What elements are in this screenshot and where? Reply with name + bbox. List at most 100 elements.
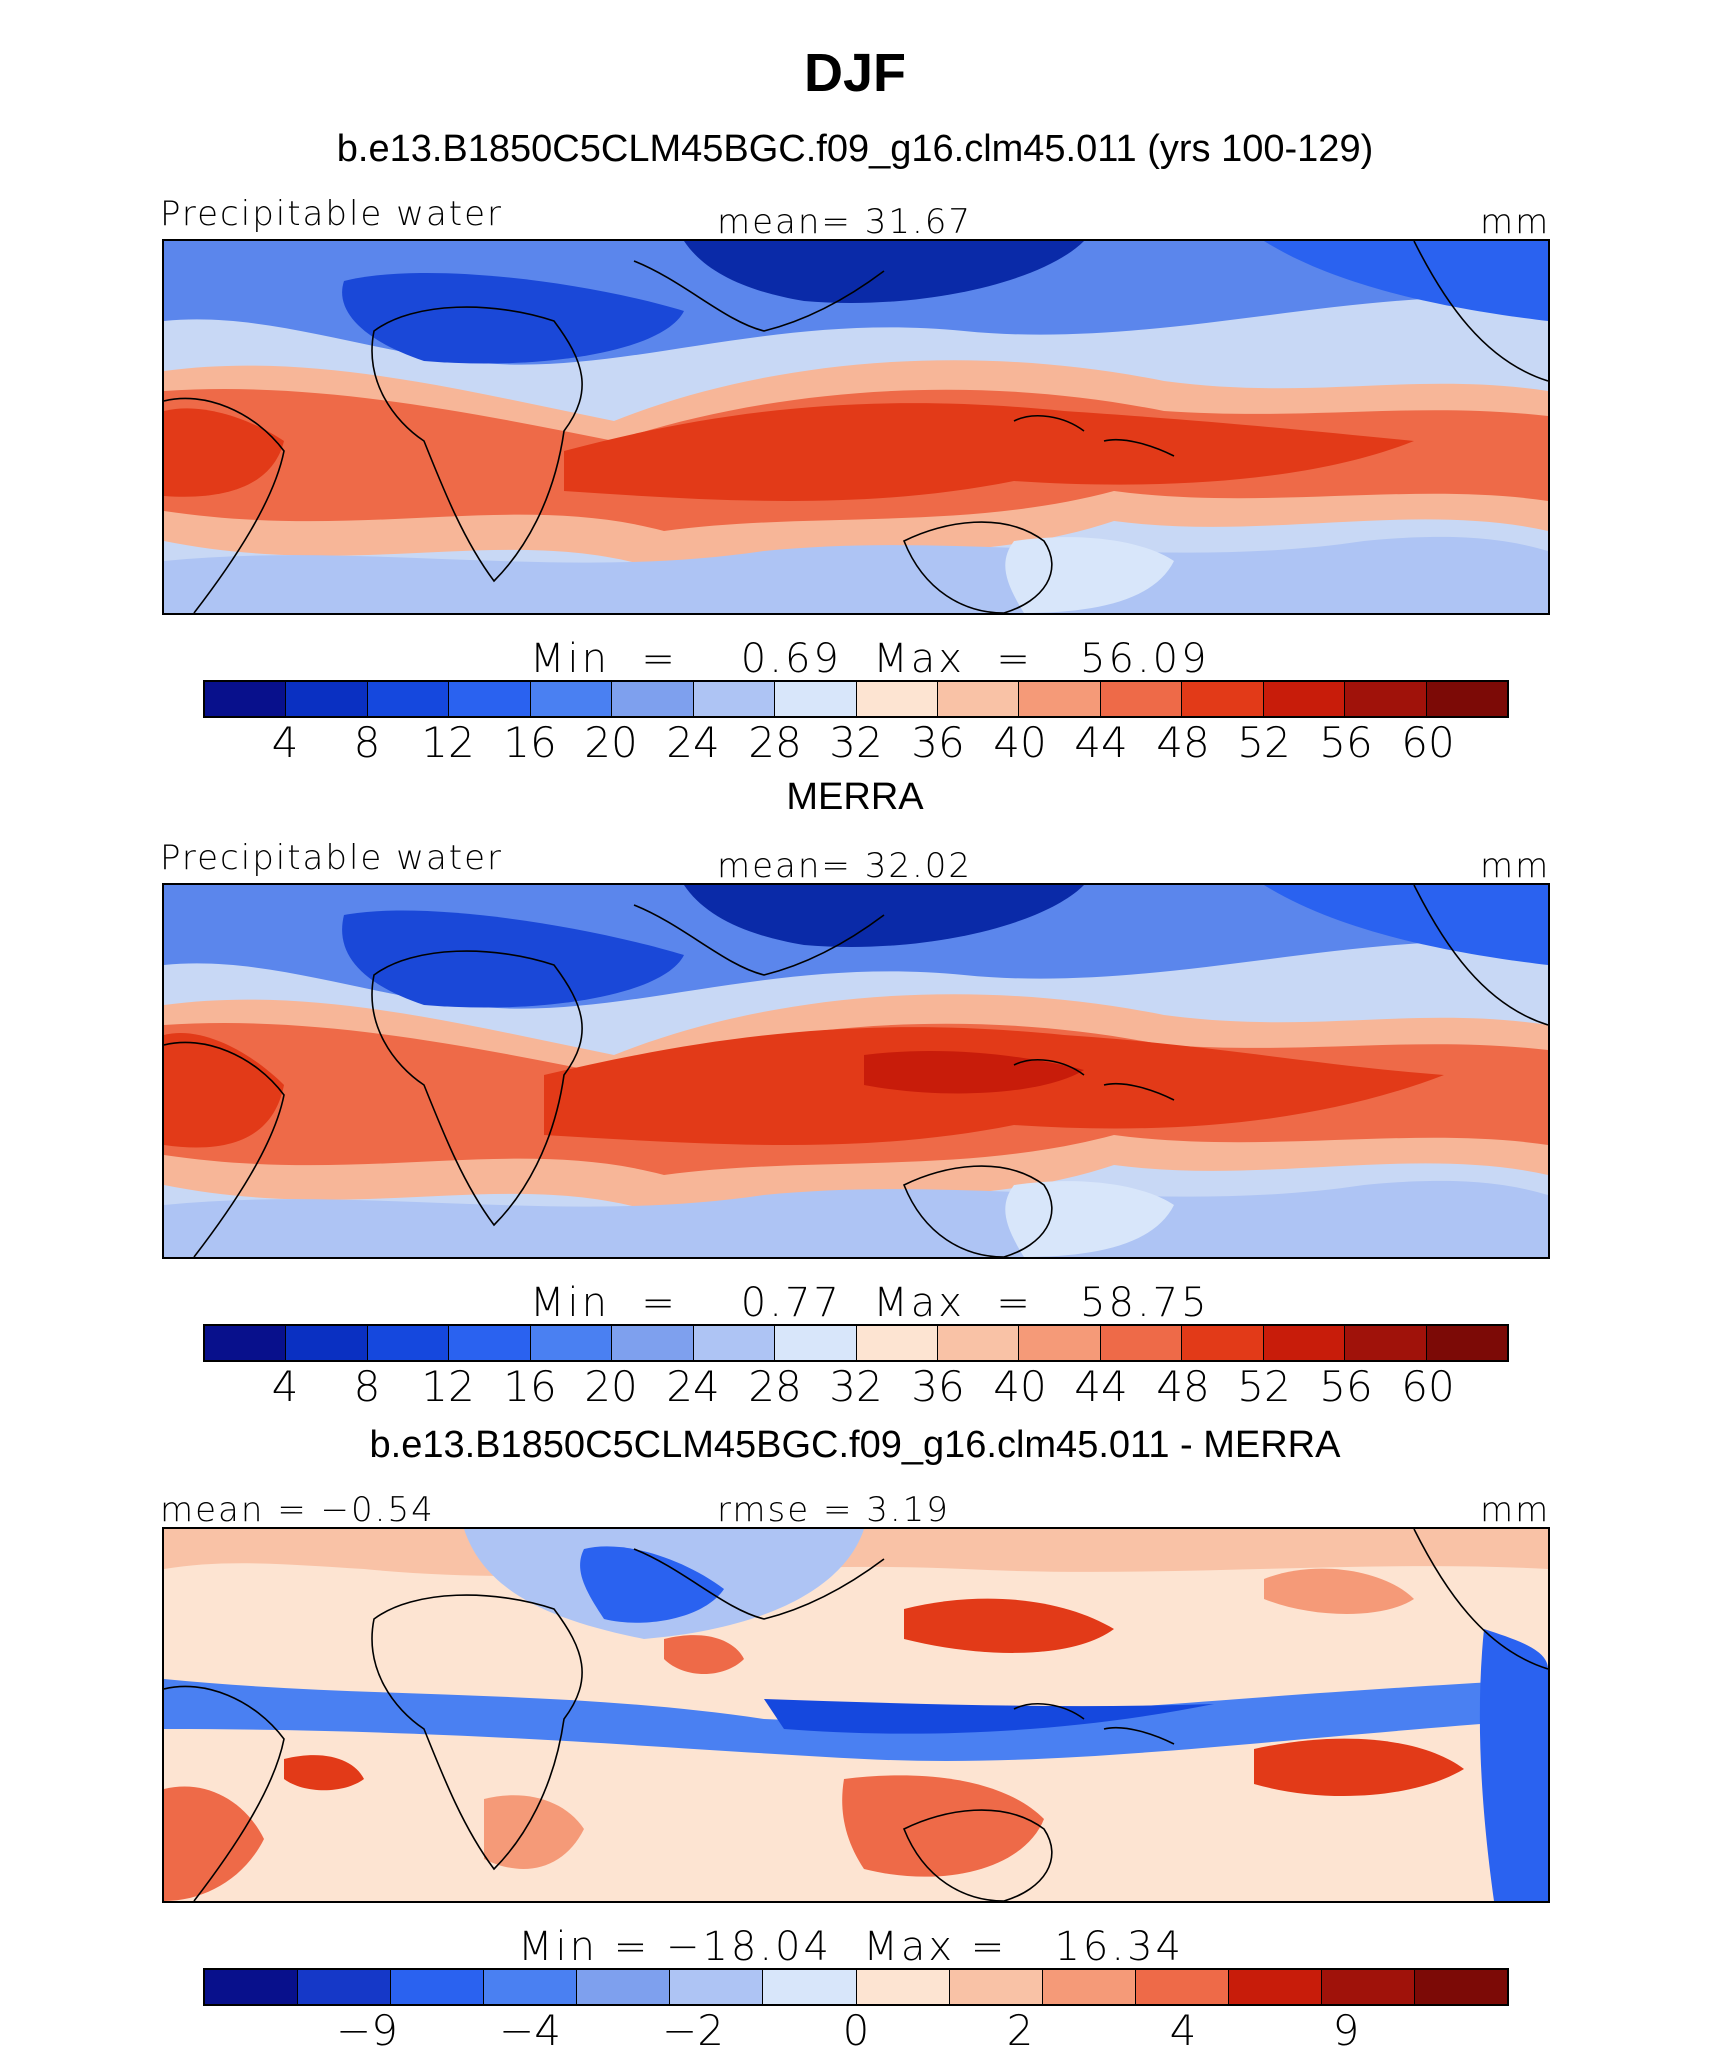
colorbar-tick-label: 60 (1401, 718, 1455, 767)
colorbar-swatch (484, 1970, 578, 2004)
colorbar-tick-label: −2 (662, 2006, 724, 2055)
colorbar-tick-label: 0 (842, 2006, 870, 2055)
colorbar-swatch (1426, 682, 1507, 716)
colorbar-swatch (763, 1970, 857, 2004)
colorbar-swatch (775, 1326, 857, 1360)
colorbar-tick-label: 16 (503, 718, 557, 767)
colorbar-swatch (1182, 682, 1264, 716)
colorbar-swatch (1100, 1326, 1183, 1360)
colorbar-swatch (1100, 682, 1183, 716)
colorbar-swatch (612, 682, 694, 716)
panel-3-map (162, 1527, 1550, 1903)
colorbar-swatch (1263, 682, 1346, 716)
colorbar-tick-label: 56 (1319, 718, 1373, 767)
colorbar-tick-label: 8 (353, 1362, 381, 1411)
colorbar-tick-label: 48 (1156, 1362, 1210, 1411)
colorbar-swatch (205, 1326, 287, 1360)
colorbar-swatch (391, 1970, 485, 2004)
colorbar-tick-label: 36 (911, 1362, 965, 1411)
colorbar-tick-label: 8 (353, 718, 381, 767)
colorbar-swatch (1321, 1970, 1416, 2004)
panel-1-mean-label: mean= 31.67 (717, 202, 973, 242)
colorbar-swatch (205, 1970, 299, 2004)
colorbar-swatch (1182, 1326, 1264, 1360)
colorbar-swatch (298, 1970, 392, 2004)
colorbar-tick-label: 48 (1156, 718, 1210, 767)
colorbar-tick-label: 40 (993, 1362, 1047, 1411)
colorbar-tick-label: 52 (1237, 718, 1291, 767)
colorbar-swatch (775, 682, 857, 716)
colorbar-tick-label: 4 (271, 1362, 299, 1411)
colorbar-tick-label: 44 (1074, 718, 1128, 767)
colorbar-swatch (530, 682, 613, 716)
panel-2-title: MERRA (786, 776, 924, 818)
colorbar-tick-label: 12 (421, 718, 475, 767)
colorbar-swatch (205, 682, 287, 716)
panel-3-title: b.e13.B1850C5CLM45BGC.f09_g16.clm45.011 … (369, 1424, 1341, 1466)
colorbar-tick-label: 56 (1319, 1362, 1373, 1411)
colorbar-swatch (1019, 1326, 1101, 1360)
figure-title: DJF (803, 43, 906, 103)
colorbar-tick-label: 28 (748, 718, 802, 767)
colorbar-swatch (856, 682, 938, 716)
colorbar-tick-label: 36 (911, 718, 965, 767)
colorbar-tick-label: −4 (499, 2006, 561, 2055)
panel-3-units-label: mm (1480, 1490, 1551, 1530)
colorbar-swatch (856, 1326, 938, 1360)
panel-2-colorbar (203, 1324, 1509, 1362)
colorbar-swatch (1019, 682, 1101, 716)
panel-3-mean-label: mean = −0.54 (160, 1490, 435, 1530)
colorbar-swatch (1426, 1326, 1507, 1360)
colorbar-tick-label: 16 (503, 1362, 557, 1411)
colorbar-swatch (367, 1326, 450, 1360)
panel-3-colorbar (203, 1968, 1509, 2006)
colorbar-swatch (1228, 1970, 1322, 2004)
colorbar-swatch (1135, 1970, 1229, 2004)
colorbar-tick-label: 12 (421, 1362, 475, 1411)
colorbar-swatch (949, 1970, 1043, 2004)
colorbar-tick-label: 52 (1237, 1362, 1291, 1411)
panel-1-map (162, 239, 1550, 615)
panel-1-min-max: Min = 0.69 Max = 56.09 (530, 636, 1210, 682)
colorbar-swatch (530, 1326, 613, 1360)
panel-3-difference-field (164, 1529, 1548, 1901)
colorbar-swatch (449, 1326, 531, 1360)
colorbar-swatch (286, 682, 368, 716)
colorbar-tick-label: 4 (1169, 2006, 1197, 2055)
colorbar-swatch (937, 682, 1020, 716)
colorbar-tick-label: 24 (666, 1362, 720, 1411)
colorbar-tick-label: −9 (336, 2006, 398, 2055)
panel-2-precip-field (164, 885, 1548, 1257)
panel-3-rmse-label: rmse = 3.19 (717, 1490, 950, 1530)
colorbar-swatch (693, 1326, 776, 1360)
colorbar-swatch (937, 1326, 1020, 1360)
colorbar-swatch (367, 682, 450, 716)
colorbar-swatch (612, 1326, 694, 1360)
panel-1-colorbar (203, 680, 1509, 718)
colorbar-tick-label: 2 (1006, 2006, 1034, 2055)
colorbar-tick-label: 32 (829, 718, 883, 767)
colorbar-tick-label: 20 (584, 1362, 638, 1411)
colorbar-swatch (1345, 682, 1427, 716)
panel-1-units-label: mm (1480, 202, 1551, 242)
colorbar-swatch (1415, 1970, 1508, 2004)
panel-1-left-label: Precipitable water (160, 194, 504, 234)
panel-1-title: b.e13.B1850C5CLM45BGC.f09_g16.clm45.011 … (336, 128, 1374, 170)
panel-1-precip-field (164, 241, 1548, 613)
colorbar-swatch (286, 1326, 368, 1360)
panel-2-min-max: Min = 0.77 Max = 58.75 (530, 1280, 1210, 1326)
colorbar-swatch (670, 1970, 764, 2004)
panel-3-min-max: Min = −18.04 Max = 16.34 (518, 1924, 1184, 1970)
colorbar-swatch (856, 1970, 950, 2004)
colorbar-tick-label: 9 (1332, 2006, 1360, 2055)
colorbar-tick-label: 32 (829, 1362, 883, 1411)
colorbar-swatch (1263, 1326, 1346, 1360)
panel-2-units-label: mm (1480, 846, 1551, 886)
colorbar-swatch (449, 682, 531, 716)
colorbar-swatch (1042, 1970, 1136, 2004)
colorbar-swatch (693, 682, 776, 716)
colorbar-tick-label: 28 (748, 1362, 802, 1411)
panel-2-left-label: Precipitable water (160, 838, 504, 878)
colorbar-swatch (577, 1970, 671, 2004)
colorbar-tick-label: 24 (666, 718, 720, 767)
